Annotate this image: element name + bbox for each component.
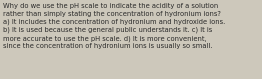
Text: Why do we use the pH scale to indicate the acidity of a solution
rather than sim: Why do we use the pH scale to indicate t… [3,3,225,49]
